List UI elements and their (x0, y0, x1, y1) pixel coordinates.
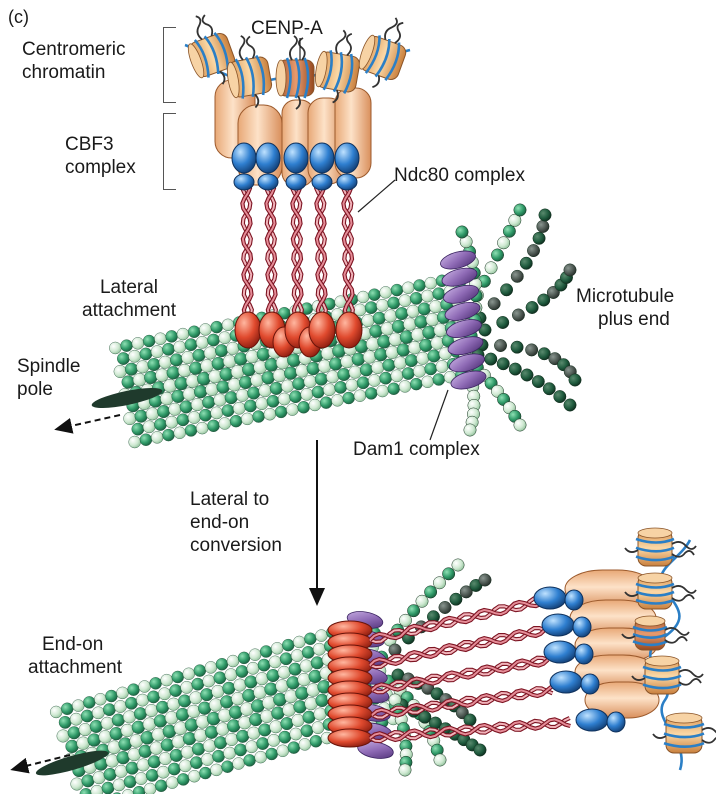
label-cbf3-line1: CBF3 (65, 134, 114, 155)
protofilament-b2 (388, 573, 492, 657)
ndc80-head-top-2 (255, 142, 281, 174)
label-spindle-line1: Spindle (17, 356, 81, 377)
label-cbf3-line2: complex (65, 157, 136, 178)
ndc80-head-low-3 (285, 173, 307, 191)
label-plus-end-line2: plus end (598, 309, 670, 330)
ndc80-head-low-1 (233, 173, 255, 191)
cenp-a-nucleosome (275, 35, 315, 110)
nucleosome-b5 (652, 712, 716, 754)
label-lateral-line2: attachment (82, 300, 176, 321)
ndc80-globule-5 (335, 311, 363, 349)
ndc80-head-top-3 (283, 142, 309, 174)
ndc80-coil-end-on-3 (370, 655, 550, 695)
ndc80-ring-globule-10 (327, 728, 373, 748)
dam1-ring-lateral (440, 250, 487, 390)
ndc80-globule-4 (308, 311, 336, 349)
cbf3-complexes (214, 79, 660, 733)
centromeric-chromatin (184, 14, 716, 771)
ndc80-head-end-on-2 (541, 613, 575, 637)
bracket-cbf3 (163, 113, 176, 190)
ndc80-head-end-on-b-2 (572, 616, 592, 638)
ndc80-head-top-1 (231, 142, 257, 174)
nucleosome-b1 (624, 527, 697, 567)
ndc80-coil-2 (264, 176, 278, 322)
label-cbf3-complex: CBF3 complex (65, 133, 136, 179)
protofilament-5 (471, 348, 577, 412)
label-end-on-attachment: End-on attachment (28, 633, 122, 679)
label-end-on-line1: End-on (42, 634, 104, 655)
label-lateral-line1: Lateral (99, 277, 159, 298)
ndc80-coil-end-on-1 (368, 596, 547, 645)
ndc80-head-low-2 (257, 173, 279, 191)
ndc80-head-top-5 (334, 142, 360, 174)
ndc80-head-end-on-5 (575, 708, 609, 732)
ndc80-coil-4 (314, 176, 328, 322)
dam1-leader (429, 389, 449, 441)
label-conversion-line3: conversion (190, 535, 282, 556)
ndc80-head-end-on-b-4 (580, 673, 600, 695)
cenp-a-nucleosome-b (621, 615, 690, 651)
nucleosome-2 (227, 35, 273, 109)
ndc80-coil-end-on-5 (368, 716, 571, 744)
ndc80-head-low-5 (336, 173, 358, 191)
nucleosome-b4 (631, 655, 704, 695)
ndc80-coil-5 (341, 176, 355, 322)
ndc80-coil-1 (240, 176, 254, 322)
label-conversion-line2: end-on (190, 512, 250, 533)
ndc80-head-end-on-b-3 (574, 643, 594, 665)
ndc80-head-end-on-1 (533, 586, 567, 610)
spindle-arrow-bottom (10, 754, 71, 774)
ndc80-coil-end-on-4 (370, 685, 554, 720)
nucleosome-4 (315, 29, 361, 104)
label-lateral-attachment: Lateral attachment (82, 276, 176, 322)
label-spindle-line2: pole (17, 379, 53, 400)
label-spindle-pole: Spindle pole (17, 355, 80, 401)
label-end-on-line2: attachment (28, 657, 122, 678)
nucleosome-b2 (624, 572, 697, 610)
panel-label: (c) (8, 7, 29, 27)
ndc80-head-end-on-3 (543, 640, 577, 664)
label-centromeric-chromatin: Centromeric chromatin (22, 38, 125, 84)
spindle-arrow-top (54, 414, 121, 434)
ndc80-globule-1 (234, 311, 262, 349)
ndc80-coil-end-on-2 (368, 626, 547, 670)
protofilament-2 (473, 208, 552, 325)
ndc80-coil-3 (290, 176, 304, 322)
ndc80-head-end-on-b-1 (564, 589, 584, 611)
label-ndc80-complex: Ndc80 complex (394, 165, 525, 186)
bracket-chromatin (163, 27, 176, 103)
ndc80-head-top-4 (309, 142, 335, 174)
ndc80-complexes (234, 176, 571, 748)
protofilament-3 (478, 263, 577, 337)
label-plus-end-line1: Microtubule (576, 286, 675, 307)
arrows (10, 38, 449, 774)
label-cenp-a: CENP-A (251, 18, 323, 39)
nucleosome-5 (358, 17, 407, 88)
label-centromeric-chromatin-line2: chromatin (22, 62, 106, 83)
label-microtubule-plus-end: Microtubule plus end (576, 285, 674, 331)
label-conversion-line1: Lateral to (190, 489, 270, 510)
label-conversion: Lateral to end-on conversion (190, 488, 282, 557)
label-centromeric-chromatin-line1: Centromeric (22, 39, 126, 60)
ndc80-head-end-on-4 (549, 670, 583, 694)
ndc80-leader (357, 179, 396, 213)
ndc80-head-end-on-b-5 (606, 711, 626, 733)
label-dam1-complex: Dam1 complex (353, 439, 480, 460)
ndc80-head-low-4 (311, 173, 333, 191)
